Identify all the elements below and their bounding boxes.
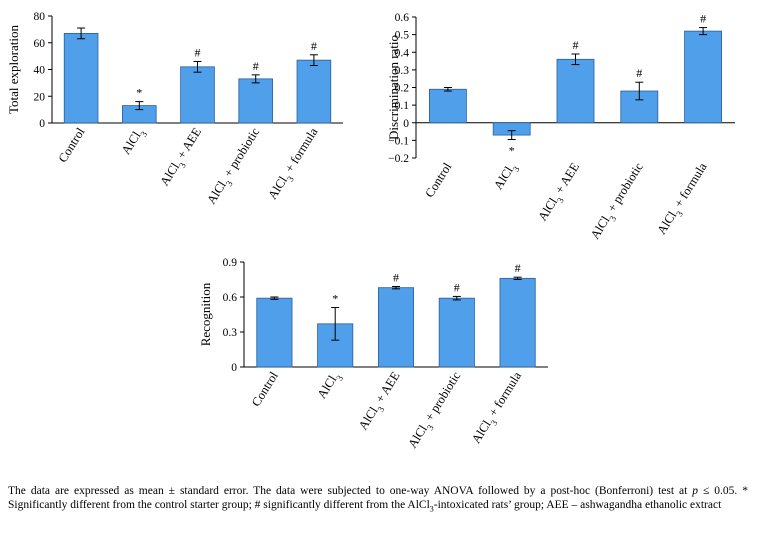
- significance-mark-3: #: [454, 280, 460, 294]
- bar-0: [256, 297, 293, 368]
- y-tick-label: 0: [403, 118, 409, 130]
- error-bar-2: [571, 53, 580, 66]
- y-axis-label: Total exploration: [6, 25, 21, 114]
- y-tick-label: 0.6: [395, 12, 410, 24]
- error-bar-4: [309, 54, 318, 66]
- significance-mark-2: #: [573, 38, 579, 52]
- y-tick-label: 0: [231, 362, 237, 374]
- category-label-2: AlCl3 + AEE: [535, 160, 585, 226]
- bar-0: [63, 32, 99, 124]
- category-label-1: AlCl3: [315, 369, 346, 403]
- error-bar-4: [699, 27, 708, 36]
- y-axis-label: Discrimination ratio: [386, 35, 401, 140]
- bar-0: [428, 88, 467, 124]
- y-tick-label: 20: [34, 91, 46, 103]
- figure-caption: The data are expressed as mean ± standar…: [8, 484, 748, 516]
- bar-3: [238, 78, 273, 124]
- category-label-2: AlCl3 + AEE: [157, 125, 207, 191]
- error-bar-0: [270, 296, 279, 300]
- y-tick-label: 0.4: [395, 47, 410, 59]
- bar-2: [377, 287, 415, 368]
- error-bar-3: [452, 295, 461, 301]
- discrimination-ratio-chart: −0.2 −0.1 0 0.1 0.2 0.3 0.4 0.5 0.6 Discriminatio…: [386, 12, 735, 244]
- figure: 0 20 40 60 80 Total exploration Control * AlCl3 #…: [6, 11, 735, 453]
- total-exploration-chart: 0 20 40 60 80 Total exploration Control * AlCl3 #…: [6, 11, 343, 209]
- y-tick-label: 0.1: [395, 100, 410, 112]
- error-bar-1: [507, 130, 516, 140]
- y-tick-label: −0.2: [388, 153, 409, 165]
- caption-text-3: -intoxicated rats’ group; AEE – ashwagan…: [433, 499, 722, 511]
- bar-3: [438, 297, 475, 368]
- significance-mark-4: #: [515, 261, 521, 275]
- error-bar-0: [77, 27, 86, 40]
- category-label-2: AlCl3 + AEE: [356, 369, 406, 435]
- category-label-4: AlCl3 + formula: [265, 125, 324, 204]
- category-label-0: Control: [56, 125, 88, 165]
- significance-mark-1: *: [332, 292, 338, 306]
- category-label-1: AlCl3: [119, 125, 150, 159]
- significance-mark-4: #: [700, 12, 706, 26]
- caption-text-1: The data are expressed as mean ± standar…: [8, 485, 693, 497]
- y-tick-label: 0.9: [223, 257, 238, 269]
- bar-2: [556, 58, 595, 124]
- category-label-4: AlCl3 + formula: [469, 369, 528, 448]
- y-tick-label: 60: [34, 38, 46, 50]
- category-label-4: AlCl3 + formula: [654, 160, 713, 239]
- caption-text-2: ≤ 0.05. * Significantly different from t…: [8, 485, 748, 511]
- error-bar-2: [193, 60, 202, 73]
- caption-subscript: 3: [429, 504, 434, 514]
- category-label-1: AlCl3: [491, 160, 522, 194]
- significance-mark-4: #: [311, 39, 317, 53]
- significance-mark-3: #: [253, 59, 259, 73]
- y-tick-label: 40: [34, 65, 46, 77]
- significance-mark-1: *: [136, 86, 142, 100]
- y-tick-label: 0.3: [395, 65, 410, 77]
- error-bar-4: [513, 276, 522, 280]
- bar-4: [499, 277, 536, 368]
- y-tick-label: 0.2: [395, 83, 410, 95]
- y-tick-label: −0.1: [388, 135, 409, 147]
- caption-p-symbol: p: [692, 485, 699, 497]
- category-label-0: Control: [422, 160, 454, 200]
- y-axis-label: Recognition: [198, 282, 213, 346]
- significance-mark-3: #: [636, 66, 642, 80]
- recognition-chart: 0 0.3 0.6 0.9 Recognition Control * AlCl3 # AlCl3…: [198, 257, 548, 453]
- category-label-0: Control: [249, 369, 281, 409]
- category-label-3: AlCl3 + probiotic: [588, 160, 650, 244]
- y-tick-label: 0.3: [223, 327, 238, 339]
- category-label-3: AlCl3 + probiotic: [204, 125, 266, 209]
- error-bar-0: [443, 87, 452, 92]
- y-tick-label: 80: [34, 11, 46, 23]
- bar-2: [180, 66, 215, 124]
- significance-mark-2: #: [195, 45, 201, 59]
- bar-4: [296, 59, 332, 124]
- y-tick-label: 0: [39, 118, 45, 130]
- y-tick-label: 0.5: [395, 30, 410, 42]
- error-bar-3: [635, 81, 644, 101]
- significance-mark-2: #: [393, 271, 399, 285]
- error-bar-3: [251, 74, 260, 84]
- significance-mark-1: *: [509, 143, 515, 157]
- error-bar-1: [331, 307, 340, 341]
- y-tick-label: 0.6: [223, 292, 238, 304]
- error-bar-2: [392, 286, 400, 290]
- bar-4: [684, 30, 723, 124]
- error-bar-1: [135, 101, 144, 111]
- category-label-3: AlCl3 + probiotic: [405, 369, 467, 453]
